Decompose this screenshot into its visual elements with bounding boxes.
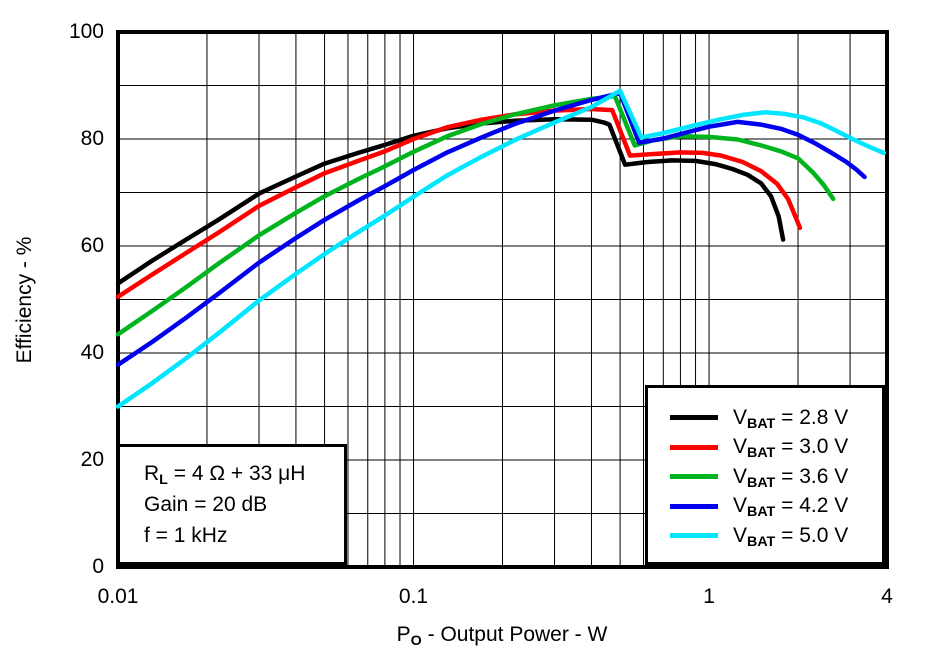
legend-label-vbat-3.0: VBAT = 3.0 V — [733, 435, 849, 462]
legend-rows: VBAT = 2.8 V VBAT = 3.0 V VBAT = 3.6 V VBAT… — [648, 403, 882, 551]
series-line-vbat-5.0 — [115, 88, 887, 409]
conditions-box: RL = 4 Ω + 33 μH Gain = 20 dB f = 1 kHz — [117, 444, 347, 565]
x-axis-title-text: - Output Power - W — [421, 623, 608, 646]
y-tick-label: 40 — [80, 341, 104, 364]
legend-swatch-vbat-3.0 — [670, 444, 718, 450]
legend-label-vbat-3.6: VBAT = 3.6 V — [733, 464, 849, 491]
load-symbol: R — [144, 462, 160, 485]
legend-swatch-vbat-3.6 — [670, 474, 718, 480]
y-axis-title: Efficiency - % — [13, 236, 36, 364]
load-value: = 4 Ω + 33 μH — [167, 462, 306, 485]
series-curves — [115, 88, 887, 409]
legend-label-vbat-5.0: VBAT = 5.0 V — [733, 523, 849, 550]
load-subscript: L — [159, 471, 168, 488]
series-line-vbat-4.2 — [115, 90, 867, 368]
legend-label-vbat-4.2: VBAT = 4.2 V — [733, 494, 849, 521]
x-tick-label: 4 — [881, 585, 893, 608]
legend-entry-vbat-3.6: VBAT = 3.6 V — [648, 462, 882, 492]
conditions-line-gain: Gain = 20 dB — [144, 493, 268, 516]
x-tick-label: 1 — [703, 585, 715, 608]
y-tick-label: 20 — [80, 448, 104, 471]
y-tick-label: 100 — [68, 20, 104, 43]
x-axis-title: PO - Output Power - W — [302, 623, 702, 649]
x-axis-title-subscript: O — [410, 632, 422, 649]
y-tick-label: 80 — [80, 127, 104, 150]
conditions-line-frequency: f = 1 kHz — [144, 524, 228, 547]
legend: VBAT = 2.8 V VBAT = 3.0 V VBAT = 3.6 V VBAT… — [645, 385, 885, 565]
plot-border — [116, 30, 889, 569]
legend-entry-vbat-3.0: VBAT = 3.0 V — [648, 433, 882, 463]
legend-entry-vbat-4.2: VBAT = 4.2 V — [648, 492, 882, 522]
series-line-vbat-3.6 — [115, 93, 836, 337]
conditions-line-load: RL = 4 Ω + 33 μH — [144, 458, 344, 489]
legend-swatch-vbat-2.8 — [670, 415, 718, 421]
x-tick-label: 0.1 — [398, 585, 429, 608]
legend-swatch-vbat-5.0 — [670, 533, 718, 539]
y-tick-label: 60 — [80, 234, 104, 257]
series-line-vbat-2.8 — [115, 116, 786, 286]
legend-swatch-vbat-4.2 — [670, 503, 718, 509]
legend-entry-vbat-2.8: VBAT = 2.8 V — [648, 403, 882, 433]
legend-label-vbat-2.8: VBAT = 2.8 V — [733, 405, 849, 432]
x-axis-title-symbol: P — [396, 623, 411, 646]
y-tick-label: 0 — [92, 555, 104, 578]
x-tick-label: 0.01 — [97, 585, 139, 608]
legend-entry-vbat-5.0: VBAT = 5.0 V — [648, 521, 882, 551]
